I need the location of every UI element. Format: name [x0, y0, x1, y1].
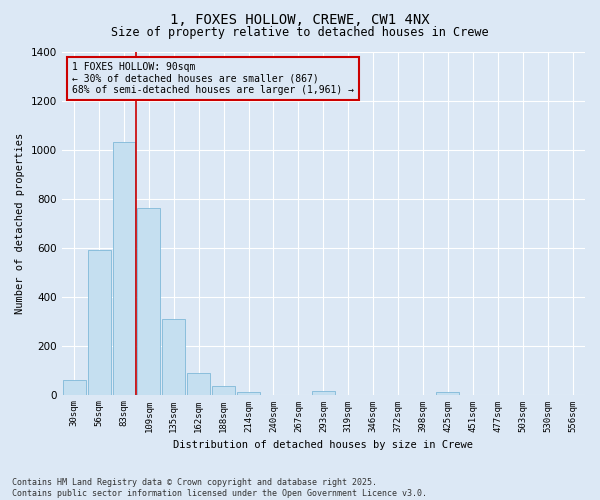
Bar [163, 318, 185, 394]
Bar [88, 250, 110, 394]
Bar [212, 386, 235, 394]
Bar [436, 392, 460, 394]
Bar [113, 142, 136, 395]
Text: 1 FOXES HOLLOW: 90sqm
← 30% of detached houses are smaller (867)
68% of semi-det: 1 FOXES HOLLOW: 90sqm ← 30% of detached … [72, 62, 354, 95]
Bar [237, 392, 260, 394]
Text: Size of property relative to detached houses in Crewe: Size of property relative to detached ho… [111, 26, 489, 39]
Text: 1, FOXES HOLLOW, CREWE, CW1 4NX: 1, FOXES HOLLOW, CREWE, CW1 4NX [170, 12, 430, 26]
X-axis label: Distribution of detached houses by size in Crewe: Distribution of detached houses by size … [173, 440, 473, 450]
Bar [187, 372, 210, 394]
Bar [312, 391, 335, 394]
Bar [62, 380, 86, 394]
Bar [137, 208, 160, 394]
Y-axis label: Number of detached properties: Number of detached properties [15, 132, 25, 314]
Text: Contains HM Land Registry data © Crown copyright and database right 2025.
Contai: Contains HM Land Registry data © Crown c… [12, 478, 427, 498]
